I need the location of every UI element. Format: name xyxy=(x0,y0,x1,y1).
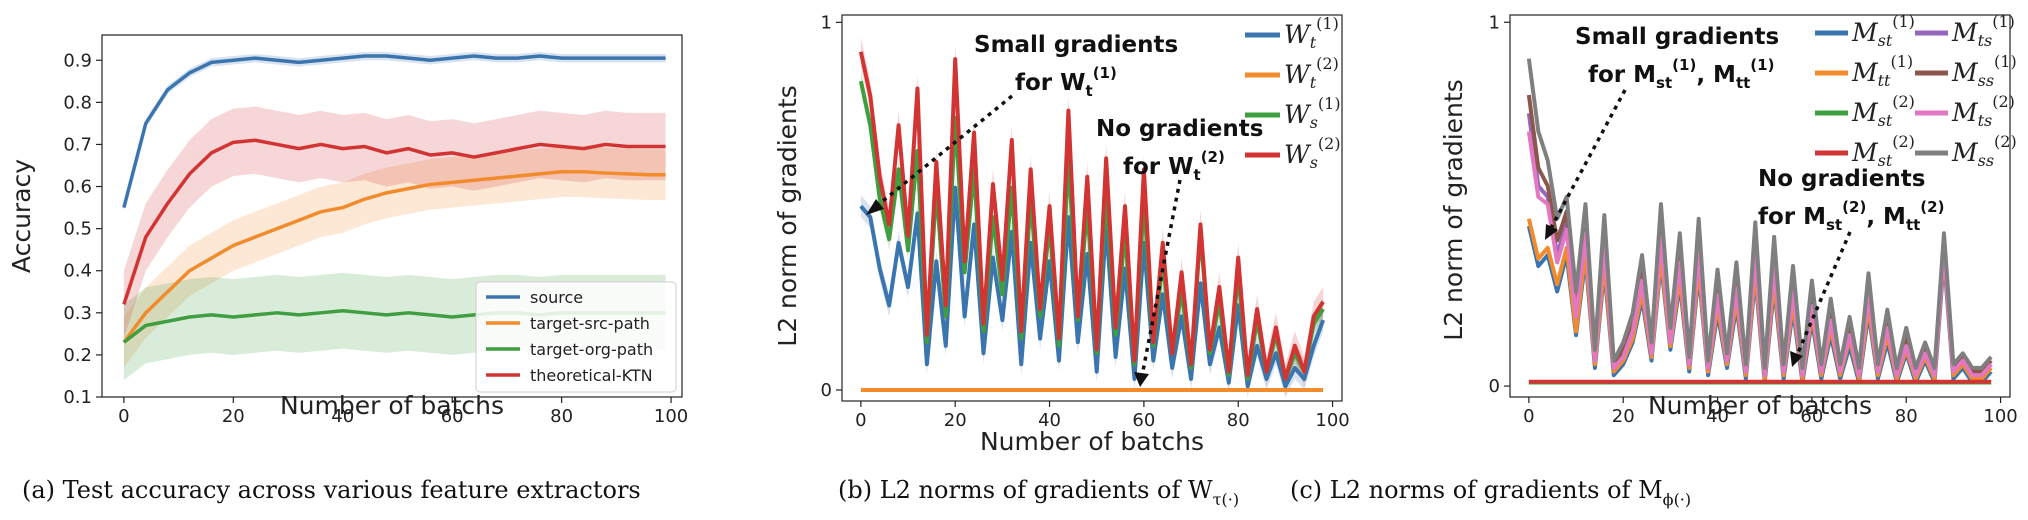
legend-label-w-s2: Ws(2) xyxy=(1284,134,1341,172)
x-tick-label: 60 xyxy=(441,406,464,427)
y-tick-label: 1 xyxy=(1489,12,1500,33)
panel-c-annotation-none: No gradients for Mst(2), Mtt(2) xyxy=(1758,166,1944,367)
x-tick-label: 20 xyxy=(1612,406,1635,427)
y-tick-label: 0.4 xyxy=(63,261,92,282)
panel-a-legend-box xyxy=(475,281,677,393)
panel-b-legend: Wt(1) Wt(2) Ws(1) Ws(2) xyxy=(1245,14,1341,172)
series-line-orange xyxy=(122,170,666,344)
legend-label-m-ss1: Mss(1) xyxy=(1951,52,2017,90)
annotation-b-small-arrowhead xyxy=(866,199,884,215)
legend-label-m-st2a: Mst(2) xyxy=(1851,92,1915,130)
x-tick-label: 80 xyxy=(1895,406,1918,427)
annotation-b-none-line2: for Wt(2) xyxy=(1123,148,1225,184)
y-tick-label: 0 xyxy=(821,380,832,401)
x-tick-label: 40 xyxy=(1038,410,1061,431)
annotation-b-small-line1: Small gradients xyxy=(974,32,1178,58)
x-tick-label: 0 xyxy=(855,410,866,431)
annotation-b-small-line2: for Wt(1) xyxy=(1015,64,1117,100)
annotation-c-small-line1: Small gradients xyxy=(1575,24,1779,50)
series-band-red xyxy=(123,106,666,339)
panel-a-lines xyxy=(122,54,666,344)
panel-a-legend: source target-src-path target-org-path t… xyxy=(475,281,677,393)
panel-a-axes-frame xyxy=(101,34,683,398)
panel-b-ticks: 0 20 40 60 80 100 0 1 xyxy=(821,12,1350,431)
annotation-b-none-arrowhead xyxy=(1134,372,1149,387)
legend-label-w-t1: Wt(1) xyxy=(1284,14,1339,52)
panel-b-chart: 0 20 40 60 80 100 0 1 Number of batchs L2 norm … xyxy=(773,12,1350,456)
y-tick-label: 0.3 xyxy=(63,303,92,324)
x-tick-label: 100 xyxy=(1315,410,1349,431)
x-tick-label: 0 xyxy=(1523,406,1534,427)
y-tick-label: 0.2 xyxy=(63,345,92,366)
x-tick-label: 80 xyxy=(550,406,573,427)
y-tick-label: 0.7 xyxy=(63,134,92,155)
x-tick-label: 100 xyxy=(654,406,688,427)
panel-c-axes-frame xyxy=(1509,14,2011,398)
legend-label-m-tt1: Mtt(1) xyxy=(1851,52,1913,90)
panel-c-xlabel: Number of batchs xyxy=(1648,391,1872,420)
x-tick-label: 40 xyxy=(331,406,354,427)
annotation-c-none-arrow xyxy=(1795,231,1852,356)
x-tick-label: 40 xyxy=(1706,406,1729,427)
x-tick-label: 20 xyxy=(944,410,967,431)
panel-c-chart: 0 20 40 60 80 100 0 1 Number of batchs L2 norm … xyxy=(1439,12,2018,427)
y-tick-label: 0.1 xyxy=(63,387,92,408)
panel-c-legend: Mst(1) Mtt(1) Mst(2) Mst(2) Mts(1) Mss(1… xyxy=(1815,12,2017,170)
panel-c-ticks: 0 20 40 60 80 100 0 1 xyxy=(1489,12,2018,427)
annotation-b-none-line1: No gradients xyxy=(1096,116,1263,142)
legend-label-w-s1: Ws(1) xyxy=(1284,94,1341,132)
y-tick-label: 0.5 xyxy=(63,219,92,240)
x-tick-label: 0 xyxy=(118,406,129,427)
series-line-red xyxy=(122,138,666,305)
series-line-red xyxy=(858,51,1325,381)
series-line-blue xyxy=(122,54,666,209)
annotation-b-small-arrow xyxy=(871,94,1014,211)
y-tick-label: 0.9 xyxy=(63,50,92,71)
x-tick-label: 20 xyxy=(222,406,245,427)
panel-c-ylabel: L2 norm of gradients xyxy=(1439,79,1468,340)
y-tick-label: 0 xyxy=(1489,376,1500,397)
annotation-c-small-line2: for Mst(1), Mtt(1) xyxy=(1588,56,1774,92)
annotation-b-none-arrow xyxy=(1140,179,1182,377)
panel-a-ticks: 0 20 40 60 80 100 0.1 0.2 0.3 0.4 0.5 0.6 0.7 0.8 0.9 xyxy=(63,50,688,427)
x-tick-label: 80 xyxy=(1227,410,1250,431)
caption-b: (b) L2 norms of gradients of Wτ(·) xyxy=(838,476,1239,509)
annotation-c-none-arrowhead xyxy=(1790,351,1803,367)
panel-b-ylabel: L2 norm of gradients xyxy=(773,85,802,346)
panel-b-annotation-none: No gradients for Wt(2) xyxy=(1096,116,1263,387)
annotation-c-none-line2: for Mst(2), Mtt(2) xyxy=(1758,198,1944,234)
y-tick-label: 0.8 xyxy=(63,92,92,113)
panel-a-chart: 0 20 40 60 80 1000.10.20.30.40.50.60.70.80.9 … xyxy=(7,34,688,427)
legend-label-m-st2b: Mst(2) xyxy=(1851,132,1915,170)
y-tick-label: 0.6 xyxy=(63,177,92,198)
panel-c-annotation-small: Small gradients for Mst(1), Mtt(1) xyxy=(1545,24,1779,240)
caption-a: (a) Test accuracy across various feature… xyxy=(22,476,641,504)
panel-b-xlabel: Number of batchs xyxy=(980,427,1204,456)
legend-label-w-t2: Wt(2) xyxy=(1284,54,1339,92)
legend-label-m-st1: Mst(1) xyxy=(1851,12,1915,50)
series-line-gray xyxy=(1526,58,1993,370)
legend-label-target-src-path: target-src-path xyxy=(530,314,650,333)
panel-b-axes-frame xyxy=(841,14,1343,402)
legend-label-m-ts1: Mts(1) xyxy=(1951,12,2015,50)
caption-c: (c) L2 norms of gradients of Mϕ(·) xyxy=(1290,476,1691,509)
panel-a-xlabel: Number of batchs xyxy=(280,391,504,420)
x-tick-label: 60 xyxy=(1132,410,1155,431)
x-tick-label: 60 xyxy=(1800,406,1823,427)
panel-b-lines xyxy=(858,51,1326,392)
annotation-c-none-line1: No gradients xyxy=(1758,166,1925,192)
y-tick-label: 1 xyxy=(821,12,832,33)
legend-label-source: source xyxy=(530,288,583,307)
legend-label-theoretical-ktn: theoretical-KTN xyxy=(530,366,653,385)
annotation-c-small-arrowhead xyxy=(1545,224,1558,240)
panel-a-ylabel: Accuracy xyxy=(7,159,36,273)
panel-b-annotation-small: Small gradients for Wt(1) xyxy=(866,32,1178,215)
legend-label-m-ts2: Mts(2) xyxy=(1951,92,2015,130)
legend-label-m-ss2: Mss(2) xyxy=(1951,132,2017,170)
legend-label-target-org-path: target-org-path xyxy=(530,340,653,359)
panel-c-lines xyxy=(1526,58,1993,385)
x-tick-label: 100 xyxy=(1983,406,2017,427)
